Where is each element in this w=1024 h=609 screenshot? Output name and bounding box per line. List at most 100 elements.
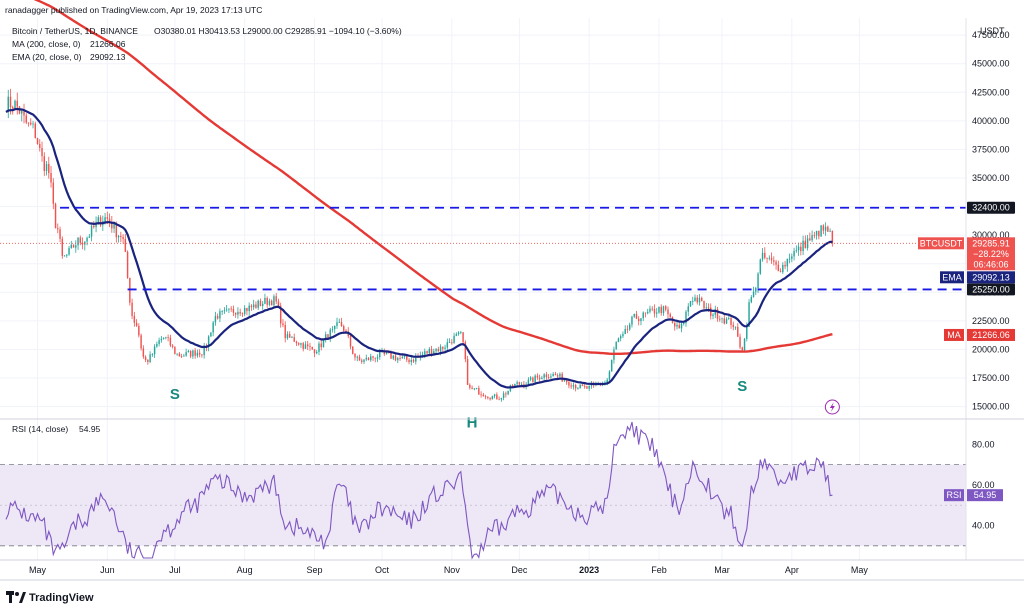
candle-body bbox=[16, 100, 18, 107]
candle-body bbox=[565, 380, 568, 383]
candle-body bbox=[779, 271, 782, 273]
candle-body bbox=[642, 312, 644, 319]
candle-body bbox=[678, 324, 680, 329]
ema-title-text: EMA bbox=[942, 272, 962, 282]
candle-body bbox=[365, 357, 367, 360]
candle-body bbox=[133, 315, 136, 323]
candle-body bbox=[246, 307, 248, 312]
btcusdt-price-tag bbox=[967, 237, 1015, 271]
candle-body bbox=[793, 250, 795, 257]
candle-body bbox=[739, 336, 741, 348]
candle-body bbox=[511, 385, 514, 388]
candle-body bbox=[500, 398, 503, 400]
candle-body bbox=[448, 342, 451, 343]
candle-body bbox=[379, 351, 381, 358]
candle-body bbox=[770, 257, 773, 261]
price-tick-label: 40000.00 bbox=[972, 116, 1010, 126]
candle-body bbox=[797, 246, 800, 251]
candle-body bbox=[329, 329, 331, 339]
candle-body bbox=[683, 323, 685, 325]
candle-body bbox=[561, 373, 563, 382]
candle-body bbox=[428, 348, 431, 354]
candle-body bbox=[444, 347, 446, 349]
candle-body bbox=[626, 329, 629, 330]
candle-body bbox=[637, 318, 640, 322]
candle-body bbox=[68, 248, 70, 255]
candle-body bbox=[54, 203, 57, 229]
candle-body bbox=[156, 343, 158, 347]
candle-body bbox=[610, 359, 613, 372]
candle-body bbox=[363, 359, 365, 362]
candle-body bbox=[505, 393, 507, 395]
candle-body bbox=[70, 244, 73, 249]
candle-body bbox=[151, 354, 154, 355]
candle-body bbox=[696, 297, 698, 303]
candle-body bbox=[764, 252, 766, 258]
candle-body bbox=[457, 332, 460, 335]
candle-body bbox=[320, 343, 322, 348]
candle-body bbox=[617, 338, 620, 343]
candle-body bbox=[827, 226, 829, 232]
candle-body bbox=[349, 336, 352, 347]
candle-body bbox=[86, 237, 88, 242]
candle-body bbox=[563, 380, 566, 382]
candle-body bbox=[158, 340, 160, 344]
candle-body bbox=[176, 353, 178, 355]
candle-body bbox=[820, 225, 822, 237]
x-tick-label: Feb bbox=[651, 565, 667, 575]
candle-body bbox=[532, 377, 534, 383]
candle-body bbox=[482, 394, 485, 397]
candle-body bbox=[295, 341, 298, 344]
candle-body bbox=[412, 359, 415, 362]
ma-legend-label[interactable]: MA (200, close, 0) bbox=[12, 39, 81, 49]
candle-body bbox=[538, 377, 541, 380]
candle-body bbox=[732, 324, 735, 327]
candle-body bbox=[719, 318, 721, 320]
symbol-title[interactable]: Bitcoin / TetherUS, 1D, BINANCE bbox=[12, 26, 138, 36]
candle-body bbox=[201, 354, 203, 356]
candle-body bbox=[743, 338, 746, 351]
candle-body bbox=[12, 107, 14, 109]
candle-body bbox=[288, 334, 291, 338]
level-tag-label: 25250.00 bbox=[972, 284, 1010, 294]
rsi-legend-label[interactable]: RSI (14, close) bbox=[12, 424, 68, 434]
candle-body bbox=[140, 335, 142, 349]
candle-body bbox=[343, 326, 345, 331]
candle-body bbox=[453, 335, 455, 344]
candle-body bbox=[214, 316, 217, 323]
level-tag-label: 32400.00 bbox=[972, 203, 1010, 213]
candle-body bbox=[174, 346, 176, 354]
candle-body bbox=[358, 356, 361, 361]
candle-body bbox=[518, 382, 521, 385]
candle-body bbox=[180, 356, 183, 358]
candle-body bbox=[759, 259, 762, 274]
candle-body bbox=[421, 354, 424, 356]
candle-body bbox=[23, 111, 25, 116]
price-tick-label: 30000.00 bbox=[972, 230, 1010, 240]
candle-body bbox=[268, 300, 271, 305]
x-tick-label: Jun bbox=[100, 565, 115, 575]
candle-body bbox=[30, 122, 32, 125]
candle-body bbox=[462, 332, 464, 343]
candle-body bbox=[284, 325, 286, 339]
candle-body bbox=[653, 309, 656, 314]
ema-legend-label[interactable]: EMA (20, close, 0) bbox=[12, 52, 82, 62]
candle-body bbox=[680, 323, 683, 329]
candle-body bbox=[198, 352, 201, 355]
candle-body bbox=[516, 382, 518, 384]
candle-body bbox=[552, 373, 554, 377]
btcusdt-tag-line: −28.22% bbox=[973, 249, 1009, 259]
candle-body bbox=[741, 347, 744, 351]
tradingview-footer[interactable]: TradingView bbox=[6, 591, 94, 604]
ema-20-line bbox=[5, 107, 833, 389]
candle-body bbox=[536, 375, 539, 378]
candle-body bbox=[403, 355, 406, 357]
candle-body bbox=[655, 312, 658, 314]
candle-body bbox=[399, 358, 401, 359]
candle-body bbox=[716, 309, 719, 319]
candle-body bbox=[410, 359, 413, 363]
candle-body bbox=[676, 324, 678, 327]
candle-body bbox=[61, 238, 64, 256]
candle-body bbox=[34, 123, 37, 139]
candle-body bbox=[21, 111, 23, 114]
